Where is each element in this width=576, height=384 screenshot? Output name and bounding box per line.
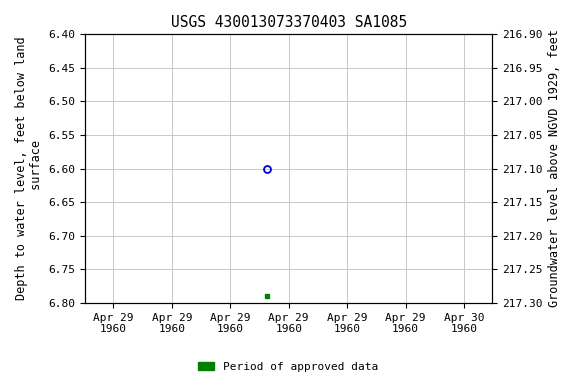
Y-axis label: Groundwater level above NGVD 1929, feet: Groundwater level above NGVD 1929, feet bbox=[548, 30, 561, 308]
Title: USGS 430013073370403 SA1085: USGS 430013073370403 SA1085 bbox=[170, 15, 407, 30]
Y-axis label: Depth to water level, feet below land
 surface: Depth to water level, feet below land su… bbox=[15, 37, 43, 300]
Legend: Period of approved data: Period of approved data bbox=[193, 358, 383, 377]
